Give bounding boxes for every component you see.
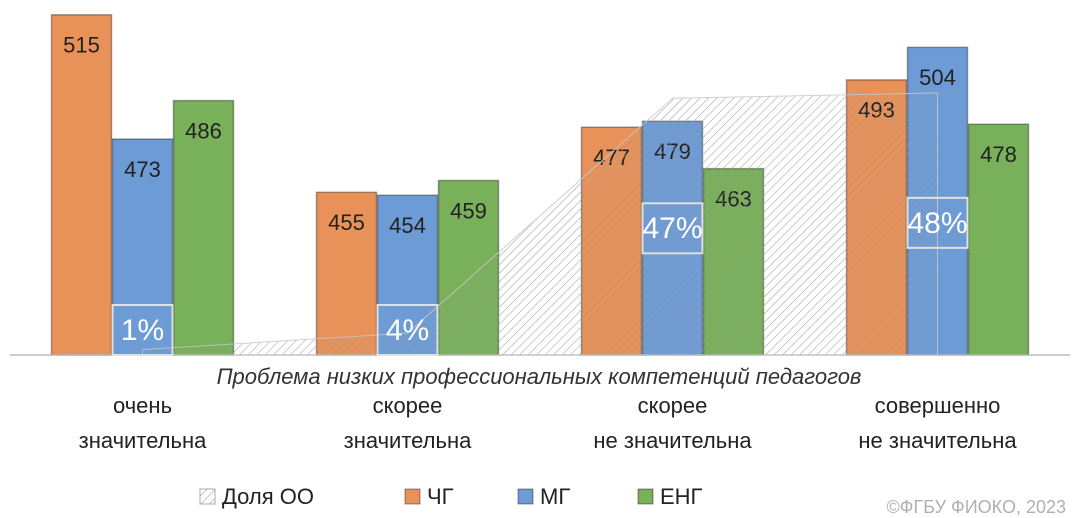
- legend-swatch: [637, 488, 654, 505]
- x-tick-label: очень значительна: [78, 393, 207, 453]
- bar: [967, 123, 1030, 356]
- x-axis-label: Проблема низких профессиональных компете…: [216, 364, 862, 389]
- bar: [172, 99, 235, 356]
- data-label-box: [376, 304, 439, 356]
- data-label: 486: [185, 118, 222, 143]
- data-label: 478: [980, 142, 1017, 167]
- data-label: 504: [919, 65, 956, 90]
- bar: [315, 191, 378, 356]
- legend-swatch: [517, 488, 534, 505]
- data-label: 455: [328, 210, 365, 235]
- area: [142, 92, 938, 356]
- legend-label: Доля ОО: [222, 484, 314, 509]
- legend-swatch: [404, 488, 421, 505]
- x-tick-label: скорее значительна: [343, 393, 472, 453]
- data-label-box: [906, 196, 969, 249]
- legend-label: ЕНГ: [660, 484, 703, 509]
- data-label: 48%: [907, 207, 967, 240]
- watermark: ©ФГБУ ФИОКО, 2023: [886, 497, 1066, 517]
- data-label: 1%: [121, 314, 164, 347]
- data-label: 515: [63, 33, 100, 58]
- data-label: 454: [389, 213, 426, 238]
- data-label: 47%: [642, 212, 702, 245]
- x-tick-label: совершенно не значительна: [858, 393, 1017, 453]
- legend-label: МГ: [540, 484, 570, 509]
- data-label: 4%: [386, 314, 429, 347]
- data-label-box: [111, 304, 174, 356]
- legend-swatch: [199, 488, 216, 505]
- data-label-box: [641, 202, 704, 255]
- bar: [50, 14, 113, 356]
- data-label: 459: [450, 198, 487, 223]
- x-tick-label: скорее не значительна: [593, 393, 752, 453]
- legend-label: ЧГ: [427, 484, 454, 509]
- data-label: 473: [124, 157, 161, 182]
